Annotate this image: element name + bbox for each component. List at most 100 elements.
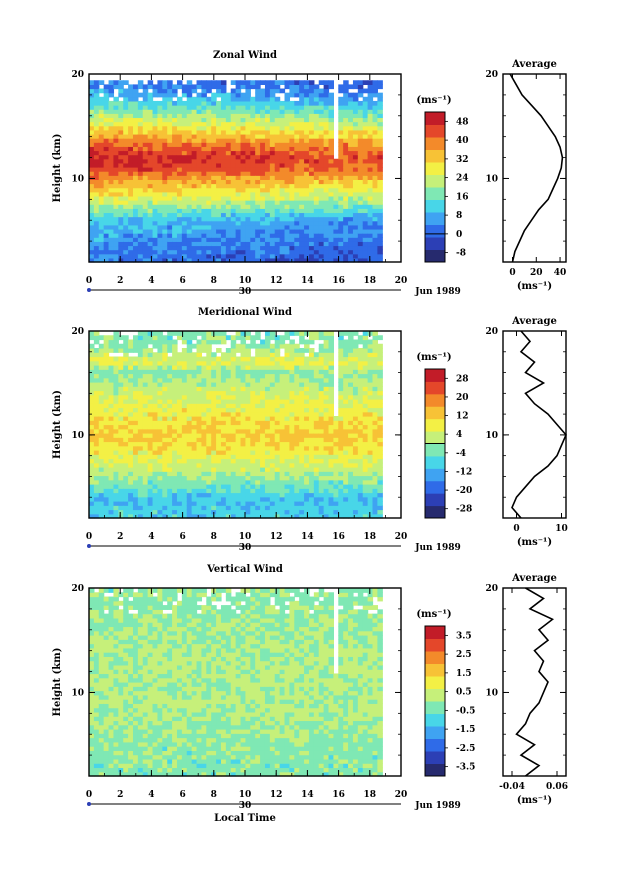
heatmap-cell bbox=[294, 88, 300, 94]
heatmap-cell bbox=[196, 484, 203, 489]
heatmap-cell bbox=[225, 360, 232, 366]
heatmap-cell bbox=[308, 433, 315, 438]
heatmap-cell bbox=[240, 216, 247, 222]
heatmap-cell bbox=[284, 479, 291, 485]
heatmap-cell bbox=[196, 228, 203, 234]
heatmap-cell bbox=[142, 117, 149, 123]
heatmap-cell bbox=[323, 416, 330, 421]
heatmap-cell bbox=[294, 450, 300, 455]
heatmap-cell bbox=[284, 416, 291, 421]
heatmap-cell bbox=[220, 228, 227, 234]
heatmap-cell bbox=[279, 479, 286, 485]
heatmap-cell bbox=[333, 204, 339, 209]
heatmap-cell bbox=[172, 458, 178, 464]
heatmap-cell bbox=[196, 390, 203, 396]
heatmap-cell bbox=[299, 200, 305, 205]
heatmap-cell bbox=[128, 179, 134, 185]
heatmap-cell bbox=[323, 411, 330, 417]
heatmap-cell bbox=[274, 117, 281, 123]
heatmap-cell bbox=[186, 150, 193, 156]
heatmap-cell bbox=[137, 339, 144, 345]
heatmap-cell bbox=[304, 220, 310, 226]
heatmap-cell bbox=[294, 343, 300, 349]
heatmap-cell bbox=[186, 175, 193, 180]
heatmap-cell bbox=[304, 424, 310, 430]
heatmap-cell bbox=[181, 348, 188, 353]
heatmap-cell bbox=[318, 437, 325, 443]
heatmap-cell bbox=[196, 407, 203, 413]
heatmap-cell bbox=[152, 450, 159, 455]
heatmap-cell bbox=[274, 475, 281, 481]
heatmap-cell bbox=[201, 386, 207, 392]
heatmap-cell bbox=[245, 195, 251, 201]
heatmap-cell bbox=[108, 208, 115, 214]
heatmap-cell bbox=[352, 208, 359, 214]
heatmap-cell bbox=[250, 471, 256, 477]
heatmap-cell bbox=[201, 212, 207, 218]
heatmap-cell bbox=[304, 249, 310, 255]
heatmap-cell bbox=[137, 121, 144, 127]
heatmap-cell bbox=[216, 424, 222, 430]
heatmap-cell bbox=[201, 88, 207, 94]
heatmap-cell bbox=[89, 220, 95, 226]
heatmap-cell bbox=[176, 253, 183, 259]
heatmap-cell bbox=[147, 428, 154, 434]
heatmap-cell bbox=[225, 133, 232, 139]
heatmap-cell bbox=[216, 348, 222, 353]
heatmap-cell bbox=[98, 475, 105, 481]
heatmap-cell bbox=[343, 509, 349, 515]
heatmap-cell bbox=[230, 162, 237, 168]
heatmap-cell bbox=[269, 365, 276, 370]
heatmap-cell bbox=[123, 117, 129, 123]
heatmap-cell bbox=[250, 492, 256, 498]
heatmap-cell bbox=[206, 129, 212, 135]
heatmap-cell bbox=[211, 92, 217, 98]
heatmap-cell bbox=[357, 200, 364, 205]
heatmap-cell bbox=[118, 484, 124, 489]
heatmap-cell bbox=[264, 253, 271, 259]
heatmap-cell bbox=[176, 175, 183, 180]
heatmap-cell bbox=[284, 175, 291, 180]
heatmap-cell bbox=[260, 191, 266, 197]
heatmap-cell bbox=[132, 411, 139, 417]
heatmap-cell bbox=[313, 237, 320, 242]
heatmap-cell bbox=[157, 496, 163, 502]
heatmap-cell bbox=[191, 441, 198, 447]
heatmap-cell bbox=[289, 386, 295, 392]
heatmap-cell bbox=[250, 142, 256, 147]
heatmap-cell bbox=[157, 373, 163, 379]
heatmap-cell bbox=[245, 142, 251, 147]
heatmap-cell bbox=[186, 212, 193, 218]
heatmap-cell bbox=[328, 191, 334, 197]
heatmap-cell bbox=[176, 420, 183, 426]
heatmap-cell bbox=[269, 154, 276, 160]
heatmap-cell bbox=[284, 399, 291, 404]
heatmap-cell bbox=[318, 492, 325, 498]
colorbar-swatch bbox=[425, 199, 445, 213]
heatmap-cell bbox=[269, 100, 276, 106]
heatmap-cell bbox=[245, 424, 251, 430]
heatmap-cell bbox=[186, 183, 193, 189]
heatmap-cell bbox=[313, 390, 320, 396]
heatmap-cell bbox=[186, 407, 193, 413]
heatmap-cell bbox=[299, 183, 305, 189]
heatmap-cell bbox=[152, 445, 159, 451]
heatmap-cell bbox=[137, 356, 144, 362]
heatmap-cell bbox=[128, 458, 134, 464]
heatmap-cell bbox=[343, 399, 349, 404]
heatmap-cell bbox=[304, 233, 310, 238]
heatmap-cell bbox=[343, 484, 349, 489]
heatmap-cell bbox=[181, 399, 188, 404]
heatmap-cell bbox=[313, 437, 320, 443]
heatmap-cell bbox=[274, 479, 281, 485]
heatmap-cell bbox=[284, 220, 291, 226]
heatmap-cell bbox=[264, 390, 271, 396]
heatmap-cell bbox=[260, 386, 266, 392]
heatmap-cell bbox=[216, 445, 222, 451]
heatmap-cell bbox=[108, 411, 115, 417]
heatmap-cell bbox=[308, 365, 315, 370]
heatmap-cell bbox=[108, 212, 115, 218]
heatmap-cell bbox=[162, 513, 168, 519]
heatmap-cell bbox=[235, 245, 242, 251]
heatmap-cell bbox=[196, 105, 203, 110]
